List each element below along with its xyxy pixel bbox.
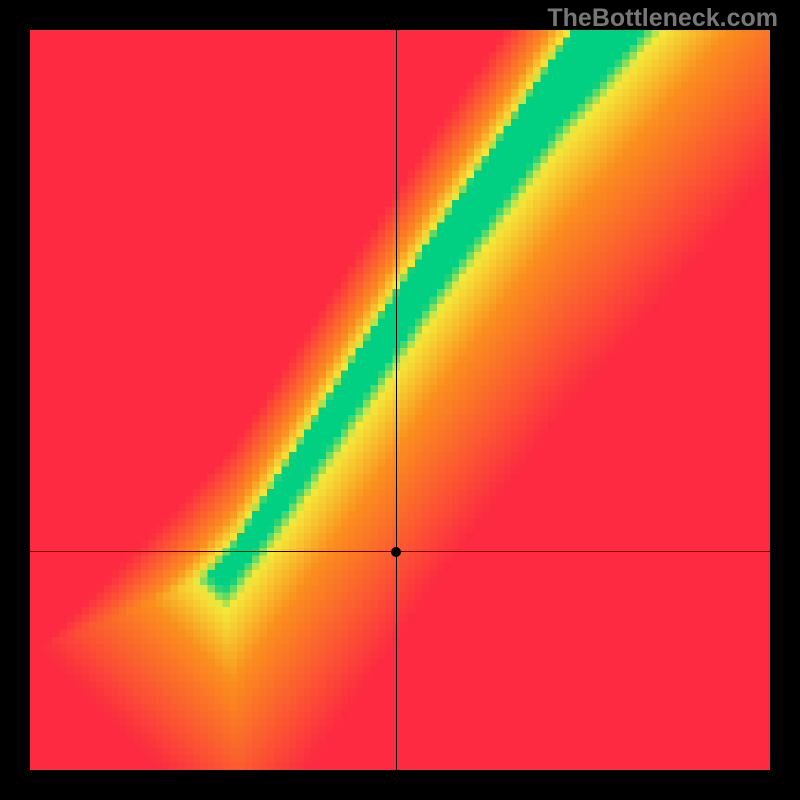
bottleneck-chart: { "watermark": { "text": "TheBottleneck.… xyxy=(0,0,800,800)
data-point-marker xyxy=(391,547,401,557)
crosshair-vertical xyxy=(396,30,397,770)
heatmap-canvas xyxy=(30,30,770,770)
watermark-text: TheBottleneck.com xyxy=(547,4,778,33)
